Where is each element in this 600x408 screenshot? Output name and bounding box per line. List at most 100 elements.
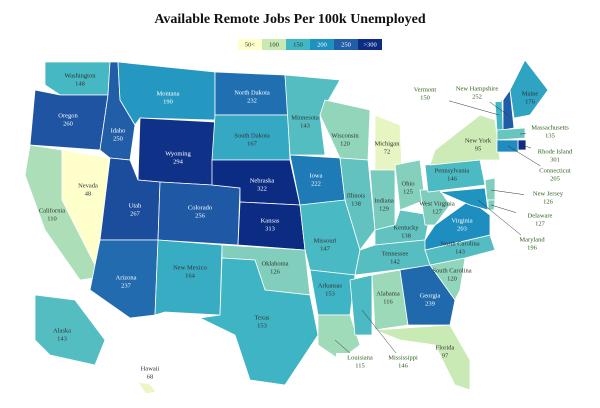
- state-name: North Dakota: [234, 89, 270, 96]
- state-value: 301: [550, 156, 560, 163]
- state-value: 232: [247, 97, 257, 104]
- state-name: Vermont: [414, 86, 437, 93]
- legend-label: 200: [317, 41, 327, 48]
- state-value: 164: [185, 272, 196, 279]
- state: [439, 187, 489, 211]
- state-name: New York: [465, 137, 492, 144]
- state-value: 143: [300, 122, 310, 129]
- state-name: Rhode Island: [538, 148, 573, 155]
- state-name: Idaho: [111, 127, 126, 134]
- state-name: Michigan: [375, 140, 401, 147]
- state-value: 146: [398, 362, 409, 369]
- state-name: Wisconsin: [331, 132, 359, 139]
- label-bg: [379, 353, 427, 371]
- state-value: 153: [325, 290, 335, 297]
- state: [496, 127, 526, 141]
- state-name: Louisiana: [347, 354, 373, 361]
- state-name: Tennessee: [382, 250, 409, 257]
- state-value: 260: [63, 120, 73, 127]
- state-value: 125: [403, 188, 413, 195]
- state-name: Oklahoma: [261, 260, 288, 267]
- state: [399, 264, 456, 326]
- state-name: Minnesota: [291, 114, 319, 121]
- state-name: Texas: [254, 314, 270, 321]
- state-name: Pennsylvania: [435, 167, 470, 174]
- state-value: 313: [265, 225, 275, 232]
- state-name: Indiana: [374, 197, 394, 204]
- legend-label: 100: [269, 41, 279, 48]
- state-value: 142: [390, 258, 400, 265]
- label-bg: [526, 123, 574, 141]
- state-value: 294: [173, 158, 184, 165]
- state: [137, 381, 157, 395]
- state-value: 110: [47, 215, 57, 222]
- label-bg: [401, 85, 449, 103]
- state-value: 97: [442, 352, 449, 359]
- state-value: 237: [121, 282, 132, 289]
- state-value: 239: [425, 300, 435, 307]
- legend-label: 50<: [245, 41, 256, 48]
- state-value: 147: [320, 245, 331, 252]
- state-name: Maryland: [519, 236, 545, 243]
- state-value: 120: [340, 140, 350, 147]
- state-name: Iowa: [310, 172, 323, 179]
- state: [284, 74, 341, 156]
- legend-label: 250: [341, 41, 351, 48]
- state-name: Kansas: [261, 217, 280, 224]
- state-value: 135: [545, 132, 555, 139]
- label-bg: [516, 211, 564, 229]
- state-name: Illinois: [347, 192, 366, 199]
- state-value: 143: [57, 335, 67, 342]
- state: [317, 314, 361, 361]
- state-name: Hawaii: [141, 365, 160, 372]
- legend-swatch: [262, 39, 286, 50]
- state-value: 129: [379, 205, 389, 212]
- label-bg: [524, 189, 572, 207]
- state-value: 138: [351, 200, 361, 207]
- state-name: Connecticut: [539, 167, 571, 174]
- state-value: 256: [195, 212, 206, 219]
- state-name: Arkansas: [318, 282, 343, 289]
- label-bg: [336, 353, 384, 371]
- state-value: 150: [420, 94, 430, 101]
- state-value: 203: [457, 225, 467, 232]
- state-value: 48: [85, 190, 92, 197]
- state-value: 252: [472, 93, 482, 100]
- state-value: 120: [447, 275, 457, 282]
- state-name: Massachusetts: [531, 124, 569, 131]
- state-name: Colorado: [188, 204, 212, 211]
- state-name: Alaska: [53, 327, 71, 334]
- state-name: Mississippi: [388, 354, 418, 361]
- state: [198, 257, 319, 386]
- state: [319, 99, 371, 161]
- legend-swatch: [310, 39, 334, 50]
- state-name: New Hampshire: [456, 85, 499, 92]
- state-name: New Jersey: [533, 190, 564, 197]
- state-value: 115: [355, 362, 365, 369]
- state-name: Nevada: [78, 182, 98, 189]
- legend-label: 150: [293, 41, 303, 48]
- state-name: Florida: [436, 344, 455, 351]
- state-name: South Carolina: [432, 267, 471, 274]
- state-name: Montana: [156, 90, 179, 97]
- state-name: Oregon: [58, 112, 78, 119]
- state-name: Delaware: [528, 212, 553, 219]
- state-value: 116: [383, 298, 393, 305]
- label-bg: [508, 235, 556, 253]
- state-value: 146: [447, 175, 458, 182]
- state-value: 176: [525, 98, 536, 105]
- map-title: Available Remote Jobs Per 100k Unemploye…: [154, 12, 426, 27]
- state-name: North Carolina: [440, 240, 479, 247]
- state-name: Kentucky: [393, 224, 419, 231]
- state-value: 138: [401, 232, 411, 239]
- state-value: 250: [113, 135, 123, 142]
- legend-swatch: [286, 39, 310, 50]
- state-name: New Mexico: [173, 264, 207, 271]
- state-name: Alabama: [376, 290, 400, 297]
- state-name: South Dakota: [234, 132, 270, 139]
- state-name: Virginia: [451, 217, 472, 224]
- state-name: Ohio: [402, 180, 415, 187]
- state-name: Washington: [65, 72, 97, 79]
- state-value: 95: [475, 145, 482, 152]
